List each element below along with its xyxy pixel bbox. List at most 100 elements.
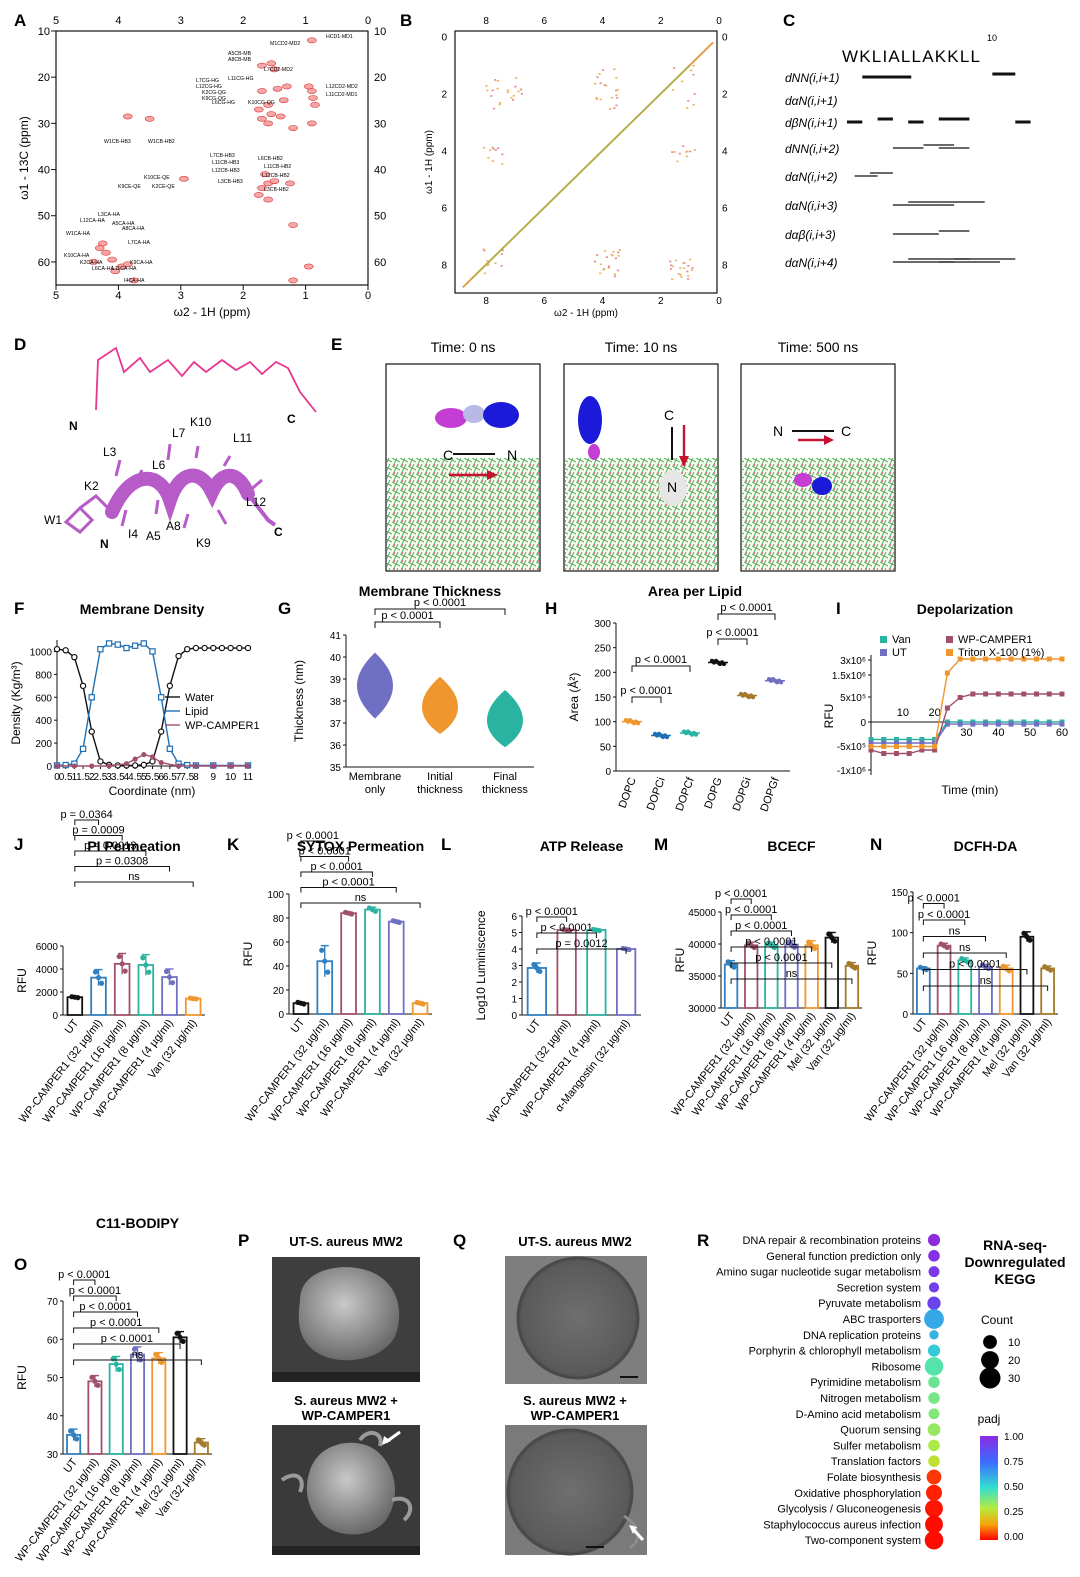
y-tick-label: 39 (330, 675, 342, 686)
pathway-label: General function prediction only (766, 1251, 921, 1263)
data-point (164, 969, 169, 974)
x-tick-label: UT (911, 1016, 930, 1035)
data-point (133, 757, 138, 762)
crosspeak (609, 108, 611, 110)
data-point (245, 763, 250, 768)
data-point (852, 965, 857, 970)
crosspeak (613, 68, 615, 70)
y-tick-label: 0 (441, 33, 447, 44)
y-tick-label: 0 (860, 718, 866, 729)
peak (264, 121, 273, 126)
image-title-bottom-line1: S. aureus MW2 + (523, 1393, 627, 1408)
peak-label: L7CG-HG (196, 78, 219, 84)
panel-letter: E (331, 335, 342, 354)
size-legend-dot (983, 1335, 997, 1349)
x-tick-label: DOPCf (674, 775, 698, 813)
bar (1000, 968, 1013, 1014)
x-tick-label: 8 (483, 296, 489, 307)
bar (88, 1381, 101, 1454)
data-point (1009, 692, 1014, 697)
noe-row-label: dαN(i,i+1) (785, 94, 838, 108)
pathway-label: Pyruvate metabolism (818, 1298, 921, 1310)
p-value-label: p < 0.0001 (755, 952, 807, 964)
peak-label: HCD1-MD1 (326, 34, 353, 40)
peak (270, 178, 279, 183)
p-value-label: ns (355, 892, 367, 904)
data-point (159, 760, 164, 765)
crosspeak (602, 69, 604, 71)
panel-j: J PI Permeation0200040006000RFUUTWP-CAMP… (14, 809, 205, 1125)
crosspeak (596, 254, 598, 256)
y-tick-label: 36 (330, 741, 342, 752)
y-tick-label: 10 (38, 26, 50, 38)
x-tick-label: DOPG (702, 776, 724, 811)
y-tick-label: 6 (511, 912, 517, 923)
p-value-label: p < 0.0001 (287, 830, 339, 842)
crosspeak (501, 163, 503, 165)
panel-letter: B (400, 11, 412, 30)
bar (528, 968, 546, 1015)
data-point (983, 722, 988, 727)
peak-label: K10CE-QE (144, 175, 170, 181)
data-point (537, 969, 542, 974)
peak (286, 181, 295, 186)
y-tick-label: 50 (600, 742, 612, 753)
pathway-label: Glycolysis / Gluconeogenesis (777, 1504, 921, 1516)
bar (131, 1355, 144, 1454)
pathway-dot (928, 1440, 940, 1452)
peak (307, 121, 316, 126)
y-tick-label: 200 (594, 668, 611, 679)
p-value-label: p < 0.0001 (322, 877, 374, 889)
data-point (228, 763, 233, 768)
data-point (322, 959, 327, 964)
x-tick-label: 2 (658, 296, 664, 307)
x-tick-label: 4 (115, 290, 121, 302)
crosspeak (500, 265, 502, 267)
crosspeak (687, 265, 689, 267)
y-tick-label: 60 (273, 938, 285, 949)
panel-n: N DCFH-DA050100150RFUUTWP-CAMPER1 (32 µg… (863, 835, 1058, 1124)
peak (310, 102, 319, 107)
data-point (1021, 692, 1026, 697)
y-tick-label: 4000 (36, 965, 59, 976)
crosspeak (499, 102, 501, 104)
crosspeak (501, 154, 503, 156)
y-tick-label: 8 (441, 261, 447, 272)
panel-letter: P (238, 1231, 249, 1250)
pathway-dot (927, 1297, 940, 1310)
chart-title: BCECF (767, 838, 816, 854)
data-point (89, 763, 94, 768)
y-tick-label: 35000 (688, 972, 716, 983)
x-tick-label: thickness (482, 784, 528, 796)
peak (123, 114, 132, 119)
y-tick-label: 3 (511, 962, 517, 973)
x-tick-label: 3 (178, 15, 184, 27)
peptide-cationic (483, 402, 519, 428)
y-tick-label: 40000 (688, 940, 716, 951)
crosspeak (686, 271, 688, 273)
crosspeak (612, 251, 614, 253)
noe-row-label: dNN(i,i+1) (785, 71, 839, 85)
y-tick-label: 40 (273, 962, 285, 973)
pathway-dot (928, 1376, 940, 1388)
snapshot-title: Time: 500 ns (778, 339, 858, 355)
crosspeak (671, 278, 673, 280)
peptide-sequence: WKLIALLAKKLL (842, 47, 981, 66)
x-tick-label: 3 (178, 290, 184, 302)
data-point (245, 645, 250, 650)
data-point (93, 969, 98, 974)
crosspeak (682, 145, 684, 147)
crosspeak (603, 268, 605, 270)
x-tick-label: DOPGi (731, 776, 754, 813)
n-label: N (773, 423, 783, 439)
crosspeak (487, 265, 489, 267)
x-tick-label: 10 (225, 772, 237, 783)
peak (282, 84, 291, 89)
peak-label: L11CD2-MD1 (326, 92, 357, 98)
x-tick-label: 4 (600, 296, 606, 307)
data-point (597, 928, 602, 933)
crosspeak (672, 89, 674, 91)
residue-label: K2 (84, 479, 99, 493)
p-value-label: p < 0.0001 (908, 893, 960, 905)
bar (846, 966, 858, 1008)
